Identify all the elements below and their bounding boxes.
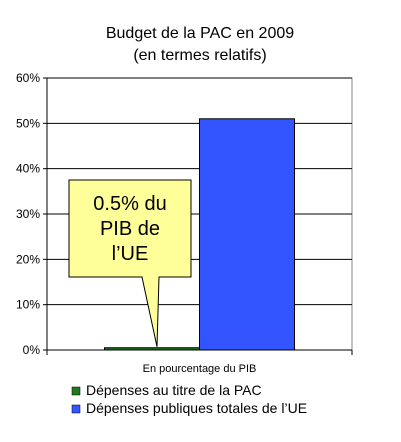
annotation-text: PIB de <box>100 218 160 240</box>
annotation-callout <box>68 179 192 347</box>
y-tick-label: 10% <box>16 298 40 312</box>
y-tick-label: 40% <box>16 162 40 176</box>
legend-label-1: Dépenses publiques totales de l’UE <box>86 400 307 416</box>
legend-label-0: Dépenses au titre de la PAC <box>86 382 262 398</box>
plot-area: 0% 10% 20% 30% 40% 50% 60% En pourcentage du PI… <box>16 71 353 375</box>
chart-title-line: (en termes relatifs) <box>133 47 266 64</box>
chart-title-line: Budget de la PAC en 2009 <box>106 25 294 42</box>
y-tick-label: 0% <box>23 343 41 357</box>
bar-0 <box>104 347 200 351</box>
bar-1 <box>199 118 295 351</box>
chart-legend: Dépenses au titre de la PAC Dépenses publ… <box>71 382 307 416</box>
legend-swatch-1 <box>71 404 81 414</box>
y-tick-label: 30% <box>16 207 40 221</box>
y-tick-label: 50% <box>16 116 40 130</box>
x-tick-label: En pourcentage du PIB <box>143 363 257 375</box>
y-tick-label: 60% <box>16 71 40 85</box>
y-tick-label: 20% <box>16 252 40 266</box>
annotation-text: 0.5% du <box>93 193 166 215</box>
chart-title: Budget de la PAC en 2009 (en termes relat… <box>106 25 294 64</box>
legend-swatch-0 <box>71 386 81 396</box>
annotation-text: l’UE <box>112 243 149 265</box>
